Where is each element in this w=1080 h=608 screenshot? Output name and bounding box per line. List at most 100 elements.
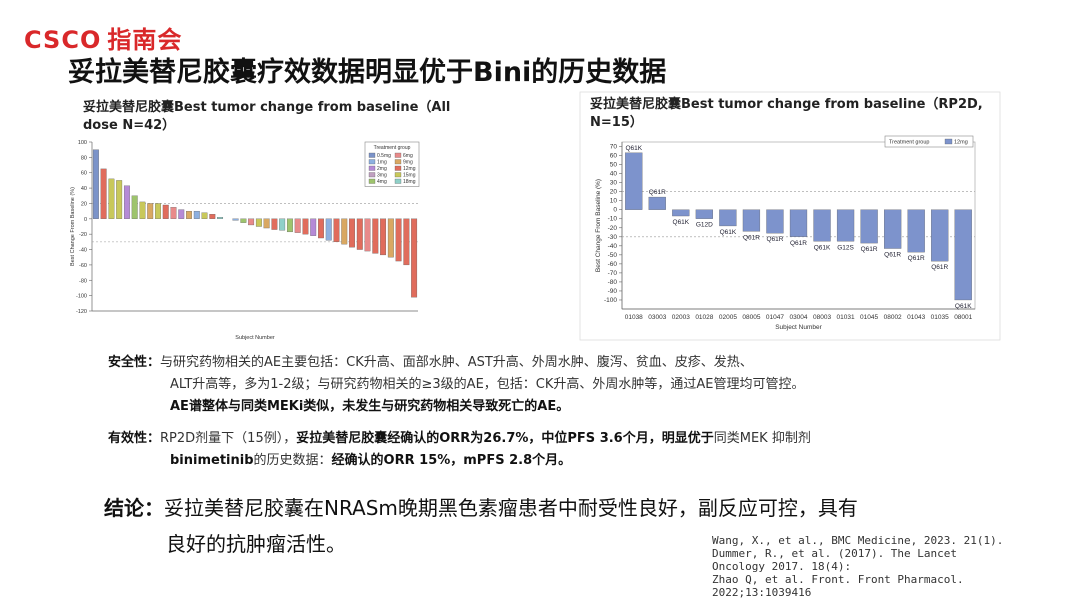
bar xyxy=(403,218,410,266)
text: 妥拉美替尼胶囊经确认的ORR为26.7%，中位PFS 3.6个月， xyxy=(296,431,662,446)
y-tick-label: -60 xyxy=(79,263,87,269)
x-tick-label: 03004 xyxy=(789,314,807,321)
y-tick-label: -70 xyxy=(608,270,618,277)
x-tick-label: 01028 xyxy=(695,314,713,321)
references: Wang, X., et al., BMC Medicine, 2023. 21… xyxy=(712,534,1012,599)
reference: Wang, X., et al., BMC Medicine, 2023. 21… xyxy=(712,534,1004,547)
bar xyxy=(648,196,666,210)
legend-label: 3mg xyxy=(377,173,387,179)
bar-annotation: Q61K xyxy=(814,244,831,251)
bar xyxy=(310,218,317,236)
legend-swatch xyxy=(394,165,402,171)
bar xyxy=(325,218,332,241)
bar xyxy=(333,218,340,243)
legend-label: 12mg xyxy=(954,140,968,146)
legend-title: Treatment group xyxy=(889,140,929,146)
legend-swatch xyxy=(368,165,376,171)
y-tick-label: -40 xyxy=(608,243,618,250)
legend-swatch xyxy=(368,159,376,165)
bar xyxy=(248,218,255,226)
x-tick-label: 02005 xyxy=(719,314,737,321)
x-tick-label: 01043 xyxy=(907,314,925,321)
chart-title: 妥拉美替尼胶囊Best tumor change from baseline（R… xyxy=(590,97,983,130)
x-tick-label: 01038 xyxy=(625,314,643,321)
y-tick-label: 20 xyxy=(610,189,618,196)
y-axis-label: Best Change From Baseline (%) xyxy=(70,187,76,266)
bar-annotation: Q61K xyxy=(625,145,642,152)
bar-annotation: Q61R xyxy=(931,264,948,271)
legend-swatch xyxy=(944,138,953,145)
y-tick-label: 50 xyxy=(610,162,618,169)
text: ALT升高等，多为1-2级；与研究药物相关的≥3级的AE，包括：CK升高、外周水… xyxy=(170,377,805,392)
bar xyxy=(380,218,387,256)
y-tick-label: 20 xyxy=(81,201,87,207)
text: binimetinib xyxy=(170,453,254,468)
bar-annotation: Q61R xyxy=(766,236,783,243)
bar xyxy=(263,218,270,229)
bar-annotation: Q61R xyxy=(743,234,760,241)
bar xyxy=(92,149,99,219)
efficacy: 有效性：RP2D剂量下（15例），妥拉美替尼胶囊经确认的ORR为26.7%，中位… xyxy=(108,428,811,472)
logo-cn: 指南会 xyxy=(107,26,183,54)
label: 结论： xyxy=(104,496,164,520)
y-tick-label: 80 xyxy=(81,155,87,161)
y-tick-label: 70 xyxy=(610,144,618,151)
bar xyxy=(318,218,324,239)
bar xyxy=(217,217,224,219)
bar xyxy=(860,209,878,244)
bar xyxy=(625,152,643,210)
text: 经确认的ORR 15%，mPFS 2.8个月。 xyxy=(331,453,572,468)
text: 与研究药物相关的AE主要包括：CK升高、面部水肿、AST升高、外周水肿、腹泻、贫… xyxy=(160,355,753,370)
x-tick-label: 01047 xyxy=(766,314,784,321)
bar xyxy=(813,209,831,242)
text: 同类MEK 抑制剂 xyxy=(713,431,811,446)
bar-annotation: Q61R xyxy=(861,246,878,253)
text: 的历史数据： xyxy=(253,453,332,468)
text: RP2D剂量下（15例）， xyxy=(160,431,297,446)
bar-annotation: Q61R xyxy=(884,252,901,259)
bar xyxy=(294,218,301,233)
bar xyxy=(907,209,925,253)
bar xyxy=(186,210,192,219)
x-tick-label: 08003 xyxy=(813,314,831,321)
x-tick-label: 03003 xyxy=(648,314,666,321)
legend-label: 12mg xyxy=(403,166,416,172)
bar xyxy=(170,207,177,219)
legend-swatch xyxy=(368,178,376,184)
x-tick-label: 08002 xyxy=(884,314,902,321)
y-tick-label: -40 xyxy=(79,248,87,254)
bar xyxy=(123,185,130,219)
bar xyxy=(672,209,690,217)
y-tick-label: -100 xyxy=(604,297,617,304)
bar xyxy=(719,209,737,227)
bar xyxy=(155,203,161,219)
bar xyxy=(387,218,394,258)
y-tick-label: -120 xyxy=(76,309,87,315)
bar xyxy=(139,201,146,219)
bar xyxy=(766,209,784,234)
x-tick-label: 01045 xyxy=(860,314,878,321)
bar xyxy=(931,209,949,262)
y-tick-label: 10 xyxy=(610,198,618,205)
bar xyxy=(411,218,418,298)
bar xyxy=(395,218,402,262)
x-tick-label: 01031 xyxy=(837,314,855,321)
bar xyxy=(695,209,713,219)
y-tick-label: 100 xyxy=(78,140,87,146)
safety: 安全性：与研究药物相关的AE主要包括：CK升高、面部水肿、AST升高、外周水肿、… xyxy=(108,352,805,418)
legend-label: 2mg xyxy=(377,166,387,172)
x-tick-label: 08001 xyxy=(954,314,972,321)
bar xyxy=(116,180,123,219)
y-tick-label: 0 xyxy=(84,217,87,223)
bar xyxy=(100,168,107,219)
bar xyxy=(162,204,169,219)
y-tick-label: 40 xyxy=(610,171,618,178)
bar xyxy=(302,218,309,235)
bar-annotation: Q61K xyxy=(720,229,737,236)
y-tick-label: 0 xyxy=(613,207,617,214)
bar-annotation: Q61R xyxy=(790,240,807,247)
bar xyxy=(209,214,216,219)
legend-swatch xyxy=(368,152,376,158)
y-tick-label: -20 xyxy=(79,232,87,238)
